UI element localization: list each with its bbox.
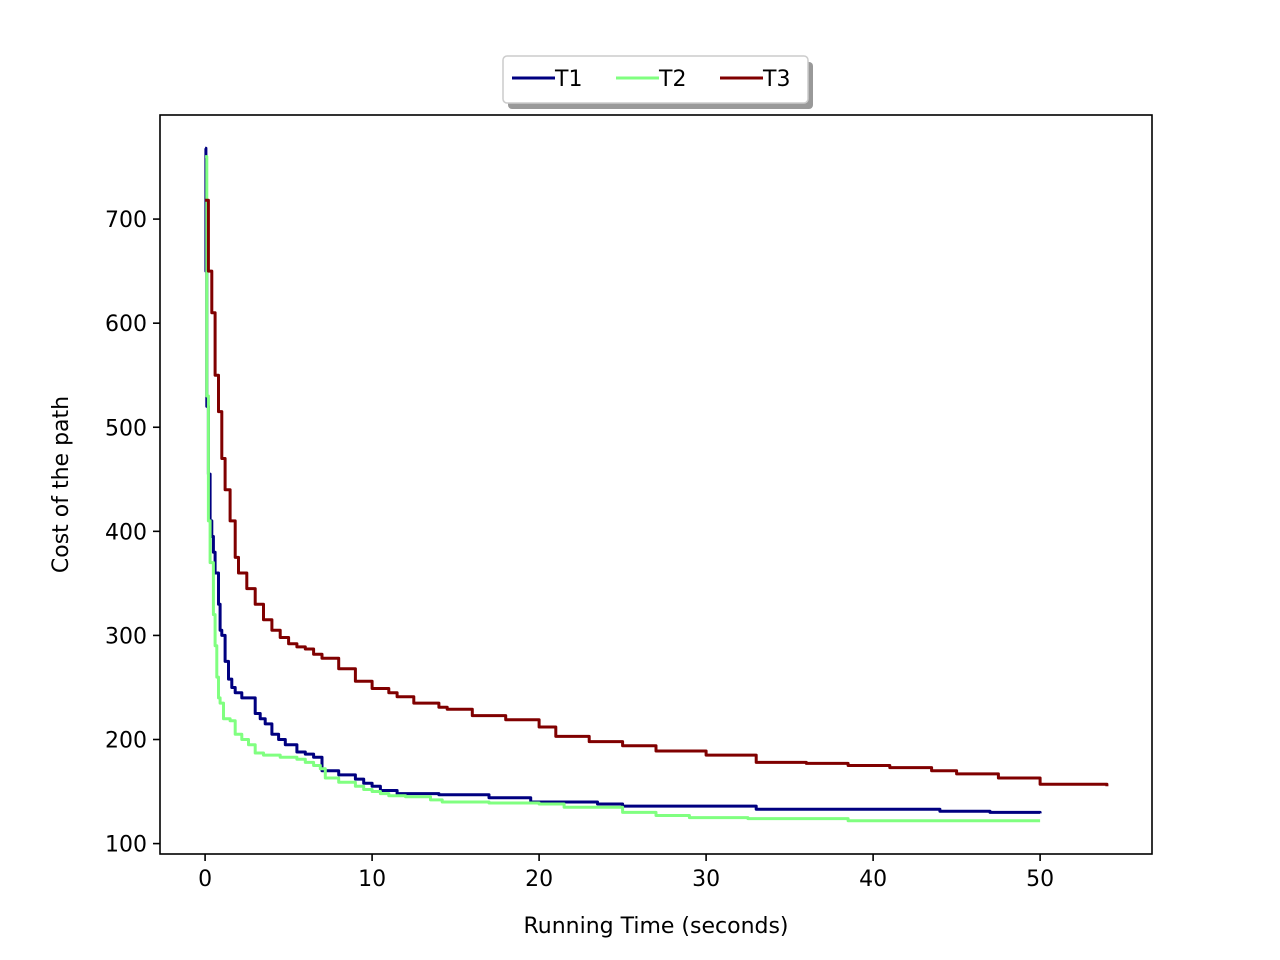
y-tick-label: 200 [105,729,147,754]
x-axis: 0 10 20 30 40 50 [198,854,1054,892]
y-tick-label: 700 [105,208,147,233]
legend-label-t1: T1 [554,67,582,92]
plot-area [160,115,1152,854]
x-tick-label: 40 [859,867,887,892]
y-axis: 100 200 300 400 500 600 700 [105,208,160,858]
plot-background [160,115,1152,854]
x-tick-label: 50 [1026,867,1054,892]
x-axis-label: Running Time (seconds) [523,914,788,939]
series-line-t1 [204,146,1042,814]
y-axis-label: Cost of the path [49,396,74,573]
series-line-t3 [205,198,1109,787]
legend: T1 T2 T3 [502,55,813,109]
y-tick-label: 400 [105,520,147,545]
x-tick-label: 20 [525,867,553,892]
series-layer [204,146,1109,823]
y-tick-label: 600 [105,312,147,337]
y-tick-label: 300 [105,624,147,649]
legend-label-t3: T3 [762,67,790,92]
x-tick-label: 0 [198,867,212,892]
series-line-t2 [205,155,1041,823]
x-tick-label: 10 [358,867,386,892]
plot-frame [159,114,1153,855]
y-tick-label: 500 [105,416,147,441]
legend-label-t2: T2 [658,67,686,92]
y-tick-label: 100 [105,833,147,858]
x-tick-label: 30 [692,867,720,892]
